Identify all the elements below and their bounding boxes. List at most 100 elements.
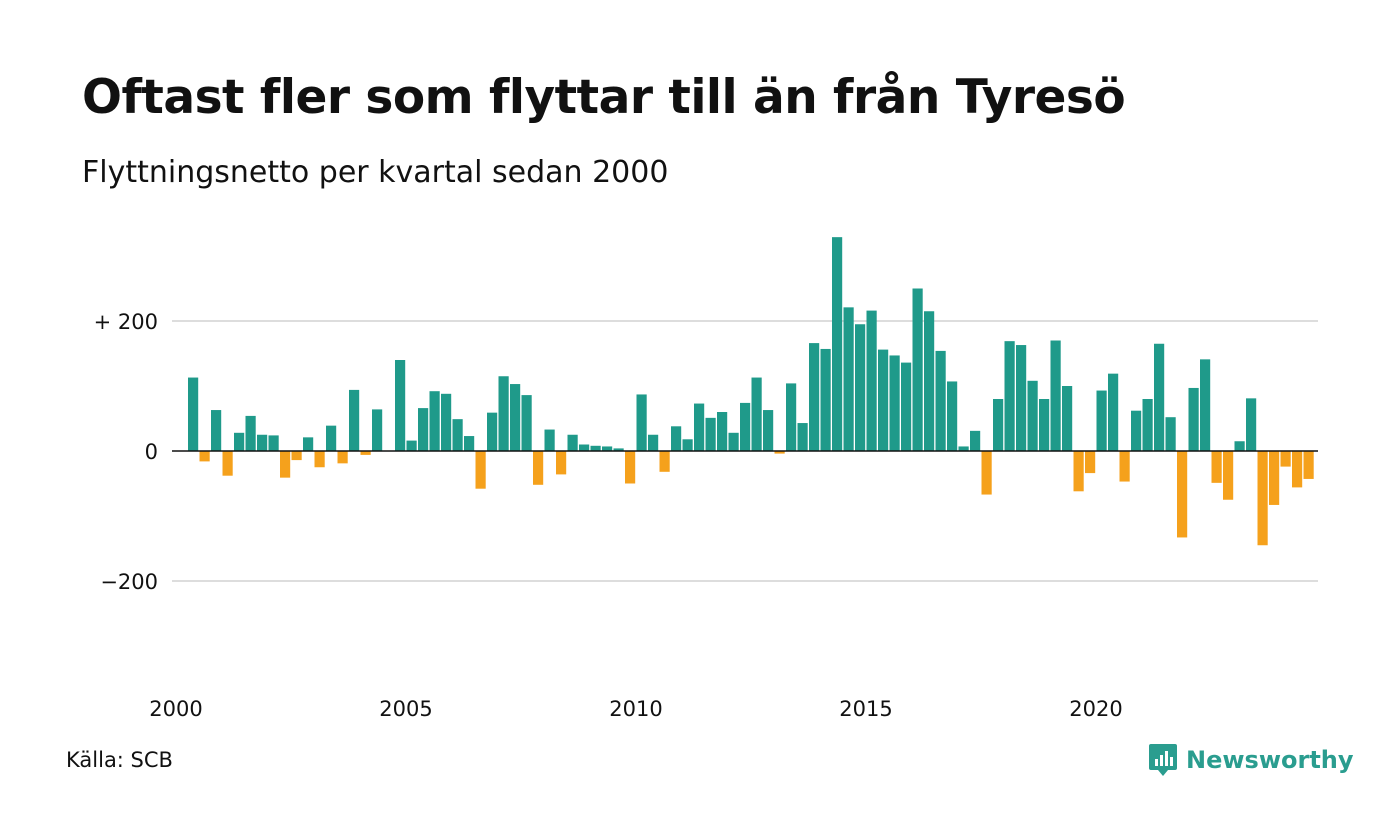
bar xyxy=(866,310,877,451)
x-tick-label: 2000 xyxy=(149,697,202,721)
bar xyxy=(1234,441,1245,451)
bar xyxy=(360,451,371,455)
bar xyxy=(372,409,383,451)
x-tick-label: 2020 xyxy=(1069,697,1122,721)
bar xyxy=(1073,451,1084,492)
bar xyxy=(211,410,222,451)
bar xyxy=(648,434,659,451)
y-tick-label: −200 xyxy=(100,570,158,594)
bar xyxy=(613,448,624,451)
bar xyxy=(1257,451,1268,546)
bar xyxy=(487,412,498,451)
bar xyxy=(199,451,210,462)
source-label: Källa: SCB xyxy=(66,748,173,772)
bar xyxy=(337,451,348,464)
bar xyxy=(533,451,544,485)
bar xyxy=(763,410,774,451)
bar xyxy=(1200,359,1211,451)
bar xyxy=(1211,451,1222,483)
bar xyxy=(751,377,762,451)
bar xyxy=(878,349,889,451)
bar xyxy=(682,439,693,451)
bar xyxy=(1039,399,1050,451)
bar xyxy=(441,393,452,451)
bar xyxy=(464,436,475,451)
y-tick-label: 0 xyxy=(145,440,158,464)
bar xyxy=(636,394,647,451)
bar xyxy=(1177,451,1188,538)
bar xyxy=(947,381,958,451)
bar xyxy=(1027,380,1038,451)
bar xyxy=(625,451,636,484)
bar xyxy=(912,288,923,451)
bar xyxy=(222,451,233,476)
bar xyxy=(280,451,291,478)
bar xyxy=(326,425,337,451)
bar xyxy=(1223,451,1234,500)
bar xyxy=(268,435,279,451)
bar xyxy=(1292,451,1303,488)
bar xyxy=(429,391,440,451)
bar xyxy=(1016,345,1027,451)
bar xyxy=(291,451,302,461)
bar xyxy=(774,451,785,454)
bar xyxy=(1096,390,1107,451)
bar xyxy=(671,426,682,451)
bar xyxy=(924,311,935,451)
bar xyxy=(1085,451,1096,474)
chart-subtitle: Flyttningsnetto per kvartal sedan 2000 xyxy=(82,155,669,190)
bar xyxy=(1269,451,1280,505)
bar xyxy=(1050,340,1061,451)
bar xyxy=(245,415,256,451)
bar xyxy=(970,430,981,451)
bar xyxy=(602,446,613,451)
bar xyxy=(188,377,199,451)
bar xyxy=(797,423,808,451)
bar xyxy=(1062,386,1073,451)
brand-name: Newsworthy xyxy=(1186,746,1354,774)
brand-logo[interactable]: Newsworthy xyxy=(1148,742,1354,778)
bar xyxy=(935,350,946,451)
x-tick-label: 2005 xyxy=(379,697,432,721)
bar xyxy=(889,355,900,451)
bar xyxy=(1303,451,1314,479)
bar xyxy=(901,362,912,451)
bar xyxy=(855,324,866,451)
bar xyxy=(728,432,739,451)
x-tick-label: 2015 xyxy=(839,697,892,721)
bar xyxy=(717,412,728,451)
bar xyxy=(1280,451,1291,467)
bar xyxy=(475,451,486,489)
bar xyxy=(1142,399,1153,451)
bar xyxy=(567,434,578,451)
x-tick-label: 2010 xyxy=(609,697,662,721)
newsworthy-logo-icon xyxy=(1149,744,1177,776)
y-axis-ticks: + 200 0 −200 xyxy=(94,310,158,594)
bar xyxy=(510,384,521,451)
bar xyxy=(659,451,670,472)
bar xyxy=(981,451,992,495)
bar xyxy=(314,451,325,468)
bar xyxy=(303,437,314,451)
bar-series xyxy=(188,237,1314,546)
bar xyxy=(809,343,820,451)
bar xyxy=(544,429,555,451)
bar xyxy=(1119,451,1130,482)
bar xyxy=(1188,387,1199,451)
bar xyxy=(740,402,751,451)
x-axis-ticks: 2000 2005 2010 2015 2020 xyxy=(149,697,1122,721)
bar xyxy=(1108,373,1119,451)
chart-title: Oftast fler som flyttar till än från Tyr… xyxy=(82,70,1126,125)
bar xyxy=(349,389,360,451)
bar xyxy=(832,237,843,451)
bar xyxy=(498,376,509,451)
bar xyxy=(1004,341,1015,451)
bar xyxy=(590,445,601,451)
bar xyxy=(521,395,532,451)
bar xyxy=(556,451,567,475)
bar xyxy=(820,348,831,451)
bar xyxy=(1246,398,1257,451)
bar xyxy=(958,446,969,451)
bar xyxy=(843,307,854,451)
